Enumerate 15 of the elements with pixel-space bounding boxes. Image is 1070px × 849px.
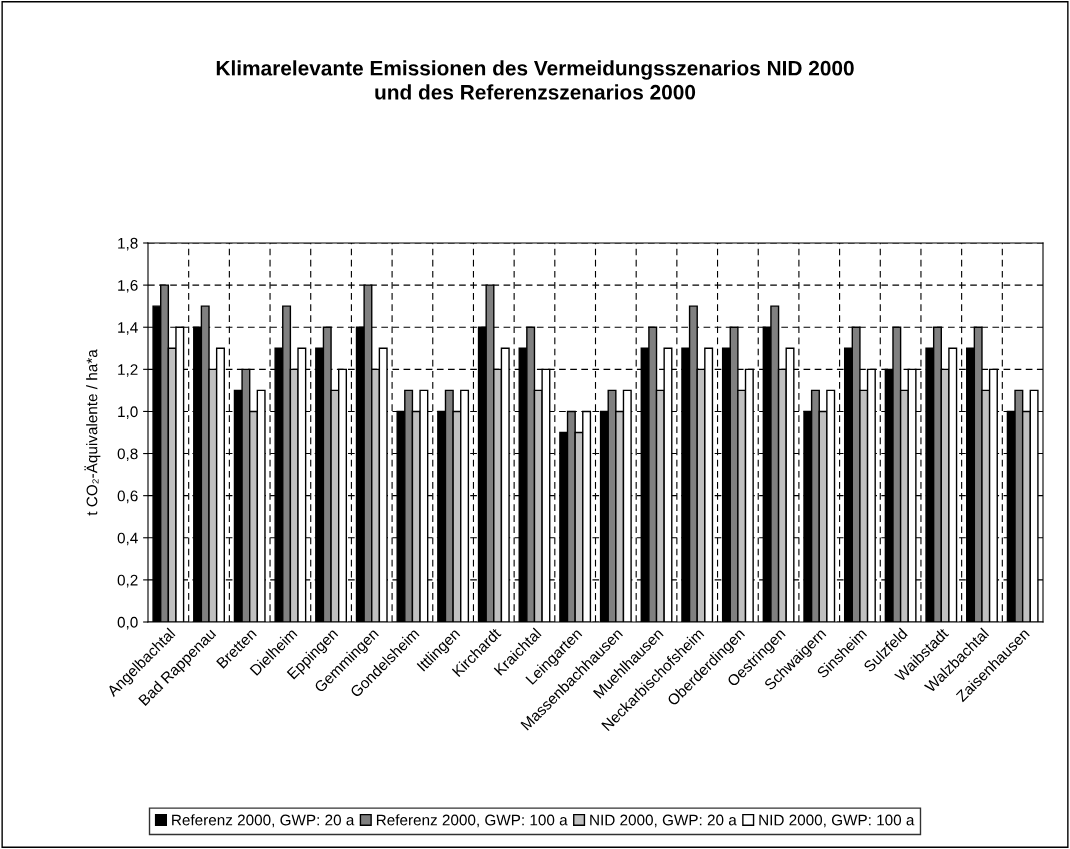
y-tick-label: 1,8 bbox=[118, 237, 138, 251]
y-axis-title: t CO₂-Äquivalente / ha*a bbox=[84, 349, 101, 516]
y-tick-label: 1,6 bbox=[118, 279, 138, 293]
y-tick-label: 1,2 bbox=[118, 364, 138, 377]
y-tick-label: 0,6 bbox=[117, 490, 138, 504]
legend-label: NID 2000, GWP: 100 a bbox=[759, 814, 915, 828]
y-tick-label: 0,2 bbox=[117, 574, 138, 588]
y-tick-label: 0,8 bbox=[117, 448, 138, 462]
y-tick-label: 0,4 bbox=[117, 532, 138, 546]
y-tick-label: 1,4 bbox=[118, 322, 138, 335]
y-tick-label: 1,0 bbox=[118, 406, 138, 419]
legend-label: Referenz 2000, GWP: 20 a bbox=[172, 814, 355, 828]
chart-title: Klimarelevante Emissionen des Vermeidungsszenarios NID 2000 und des Referenzszenarios 2000 bbox=[216, 60, 854, 100]
legend-label: NID 2000, GWP: 20 a bbox=[590, 814, 737, 828]
legend-label: Referenz 2000, GWP: 100 a bbox=[376, 814, 568, 828]
